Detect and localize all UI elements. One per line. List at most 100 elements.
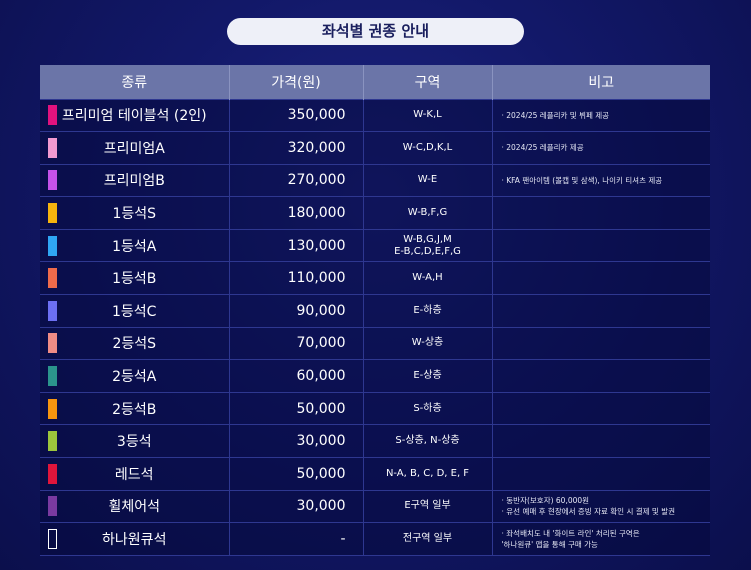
seat-zone-line: W-C,D,K,L (402, 141, 453, 153)
seat-note-line: '하나원큐' 앱을 통해 구매 가능 (501, 540, 598, 550)
seat-zone-cell: W-K,L (363, 98, 493, 132)
seat-note-cell (492, 359, 710, 393)
seat-type-cell: 1등석S (40, 196, 230, 230)
seat-price: 320,000 (229, 131, 364, 165)
seat-type-cell: 하나원큐석 (40, 522, 230, 556)
header-type: 종류 (40, 65, 230, 99)
seat-zone-line: W-B,F,G (407, 207, 448, 219)
seat-note-line: · 2024/25 레플리카 및 뷔페 제공 (501, 110, 610, 120)
seat-zone-cell: S-하층 (363, 391, 493, 425)
seat-zone-line: W-K,L (413, 109, 442, 121)
seat-type-cell: 휠체어석 (40, 489, 230, 523)
seat-type-label: 2등석B (112, 401, 157, 418)
seat-note-line: · 동반자(보호자) 60,000원 (501, 496, 590, 506)
seat-type-cell: 1등석B (40, 261, 230, 295)
seat-zone-line: E-상층 (413, 370, 442, 382)
seat-zone-line: E구역 일부 (404, 500, 451, 512)
seat-zone-cell: S-상층, N-상층 (363, 424, 493, 458)
seat-price: 350,000 (229, 98, 364, 132)
seat-type-label: 2등석S (112, 336, 157, 353)
seat-price: 70,000 (229, 326, 364, 360)
seat-zone-line: E-B,C,D,E,F,G (394, 245, 461, 257)
table-row: 1등석C 90,000 E-하층 (40, 294, 710, 328)
seat-type-cell: 프리미엄B (40, 163, 230, 197)
table-row: 1등석A 130,000 W-B,G,J,M E-B,C,D,E,F,G (40, 228, 710, 262)
seat-type-label: 1등석C (112, 303, 157, 320)
seat-type-label: 1등석S (112, 206, 157, 223)
seat-zone-cell: E구역 일부 (363, 489, 493, 523)
seat-type-label: 1등석A (112, 238, 157, 255)
seat-type-label: 프리미엄A (103, 140, 165, 157)
header-zone: 구역 (363, 65, 493, 99)
seat-zone-line: N-A, B, C, D, E, F (385, 467, 470, 479)
page-title: 좌석별 권종 안내 (227, 18, 524, 45)
seat-note-cell (492, 196, 710, 230)
seat-color-swatch (48, 170, 57, 191)
seat-type-cell: 프리미엄 테이블석 (2인) (40, 98, 230, 132)
seat-price: 110,000 (229, 261, 364, 295)
seat-color-swatch (48, 366, 57, 387)
seat-note-cell (492, 294, 710, 328)
seat-note-line: · 유선 예매 후 현장에서 증빙 자료 확인 시 결제 및 발권 (501, 507, 676, 517)
seat-color-swatch (48, 529, 57, 550)
seat-note-line: · 2024/25 레플리카 제공 (501, 143, 584, 153)
seat-color-swatch (48, 268, 57, 289)
seat-zone-cell: E-하층 (363, 294, 493, 328)
seat-price: 50,000 (229, 457, 364, 491)
seat-color-swatch (48, 105, 57, 126)
seat-note-cell: · 동반자(보호자) 60,000원 · 유선 예매 후 현장에서 증빙 자료 확… (492, 489, 710, 523)
seat-color-swatch (48, 463, 57, 484)
seat-price: 30,000 (229, 489, 364, 523)
seat-zone-cell: W-상층 (363, 326, 493, 360)
table-row: 2등석B 50,000 S-하층 (40, 391, 710, 425)
seat-color-swatch (48, 496, 57, 517)
seat-price: 180,000 (229, 196, 364, 230)
seat-note-cell (492, 326, 710, 360)
seat-type-label: 레드석 (114, 466, 154, 483)
seat-price: - (229, 522, 364, 556)
seat-note-cell: · KFA 팬아이템 (볼캡 및 삼색), 나이키 티셔츠 제공 (492, 163, 710, 197)
seat-type-cell: 1등석A (40, 228, 230, 262)
seat-zone-cell: W-A,H (363, 261, 493, 295)
seat-type-cell: 3등석 (40, 424, 230, 458)
table-row: 2등석S 70,000 W-상층 (40, 326, 710, 360)
seat-price: 270,000 (229, 163, 364, 197)
seat-note-cell: · 좌석배치도 내 '화이트 라인' 처리된 구역은 '하나원큐' 앱을 통해 … (492, 522, 710, 556)
seat-note-cell: · 2024/25 레플리카 제공 (492, 131, 710, 165)
seat-price: 30,000 (229, 424, 364, 458)
seat-note-line: · 좌석배치도 내 '화이트 라인' 처리된 구역은 (501, 529, 640, 539)
seat-type-label: 1등석B (112, 271, 157, 288)
table-row: 3등석 30,000 S-상층, N-상층 (40, 424, 710, 458)
seat-note-line: · KFA 팬아이템 (볼캡 및 삼색), 나이키 티셔츠 제공 (501, 175, 663, 185)
seat-color-swatch (48, 398, 57, 419)
seat-note-cell: · 2024/25 레플리카 및 뷔페 제공 (492, 98, 710, 132)
seat-zone-cell: W-E (363, 163, 493, 197)
seat-color-swatch (48, 431, 57, 452)
seat-zone-cell: W-B,G,J,M E-B,C,D,E,F,G (363, 228, 493, 262)
seat-type-cell: 2등석A (40, 359, 230, 393)
table-row: 프리미엄 테이블석 (2인) 350,000 W-K,L · 2024/25 레플리카… (40, 98, 710, 132)
seat-type-cell: 레드석 (40, 457, 230, 491)
seat-zone-line: S-상층, N-상층 (395, 435, 460, 447)
table-row: 프리미엄B 270,000 W-E · KFA 팬아이템 (볼캡 및 삼색), 나이키… (40, 163, 710, 197)
table-row: 레드석 50,000 N-A, B, C, D, E, F (40, 457, 710, 491)
table-row: 프리미엄A 320,000 W-C,D,K,L · 2024/25 레플리카 제공 (40, 131, 710, 165)
seat-price: 50,000 (229, 391, 364, 425)
seat-type-label: 3등석 (116, 434, 152, 451)
table-row: 하나원큐석 - 전구역 일부 · 좌석배치도 내 '화이트 라인' 처리된 구역은 '… (40, 522, 710, 556)
seat-note-cell (492, 228, 710, 262)
seat-zone-line: W-E (417, 174, 438, 186)
seat-zone-cell: E-상층 (363, 359, 493, 393)
seat-price: 60,000 (229, 359, 364, 393)
seat-zone-cell: W-B,F,G (363, 196, 493, 230)
seat-zone-line: W-B,G,J,M (403, 233, 452, 245)
seat-note-cell (492, 457, 710, 491)
seat-zone-line: S-하층 (413, 402, 442, 414)
seat-color-swatch (48, 235, 57, 256)
seat-note-cell (492, 261, 710, 295)
seat-color-swatch (48, 203, 57, 224)
table-row: 휠체어석 30,000 E구역 일부 · 동반자(보호자) 60,000원 · 유선 예… (40, 489, 710, 523)
seat-color-swatch (48, 300, 57, 321)
table-row: 2등석A 60,000 E-상층 (40, 359, 710, 393)
seat-color-swatch (48, 333, 57, 354)
